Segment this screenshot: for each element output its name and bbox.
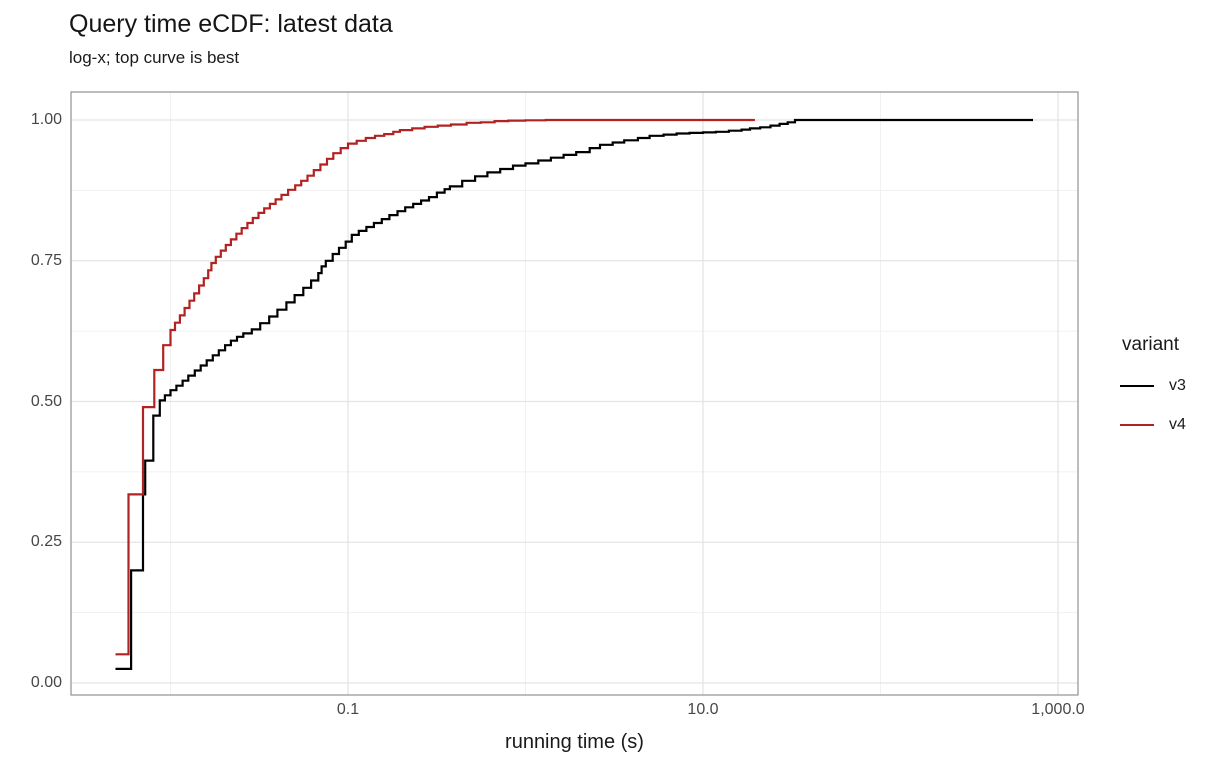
x-axis-title: running time (s): [505, 731, 644, 753]
y-tick-label: 0.25: [30, 533, 62, 551]
legend: variant v3 v4: [1120, 334, 1186, 456]
chart-subtitle: log-x; top curve is best: [69, 48, 240, 67]
legend-entries: v3 v4: [1120, 377, 1186, 433]
legend-entry-v3: v3: [1120, 377, 1186, 394]
panel-border: [70, 91, 1079, 696]
y-tick-label: 0.00: [30, 674, 62, 691]
y-tick-label: 0.75: [30, 251, 62, 269]
legend-title: variant: [1122, 334, 1180, 355]
legend-entry-v4: v4: [1120, 416, 1186, 433]
chart-title: Query time eCDF: latest data: [69, 10, 393, 38]
legend-key-line-v4: [1120, 417, 1154, 433]
legend-key-line-v3: [1120, 378, 1154, 394]
ecdf-curve-v3: [115, 118, 1033, 670]
x-tick-label: 10.0: [687, 701, 719, 718]
y-tick-label: 0.50: [30, 392, 62, 410]
legend-entry-label: v4: [1169, 416, 1186, 433]
x-tick-label: 0.1: [336, 701, 360, 718]
y-tick-label: 1.00: [30, 111, 62, 128]
x-tick-label: 1,000.0: [1031, 701, 1085, 718]
legend-entry-label: v3: [1169, 377, 1186, 394]
ecdf-curve-v4: [115, 118, 755, 656]
